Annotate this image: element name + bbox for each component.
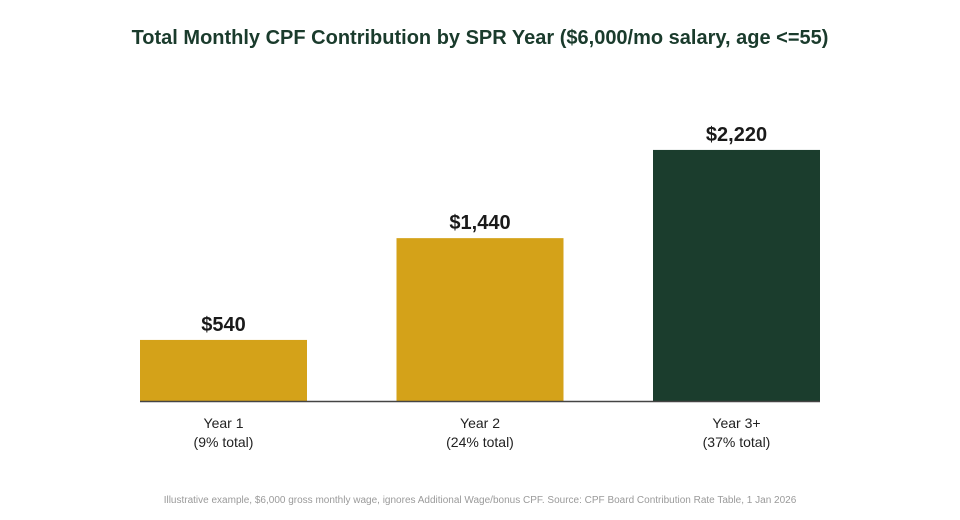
bar-3 (653, 149, 820, 401)
x-tick-sublabel-1: (9% total) (194, 434, 254, 450)
bar-2 (396, 238, 564, 401)
data-label-2: $1,440 (449, 212, 510, 234)
bar-1 (140, 339, 307, 401)
x-tick-label-3: Year 3+ (712, 415, 760, 431)
chart-footnote: Illustrative example, $6,000 gross month… (163, 495, 797, 506)
data-label-1: $540 (201, 314, 246, 336)
x-tick-label-2: Year 2 (460, 415, 500, 431)
x-tick-label-1: Year 1 (204, 415, 244, 431)
data-label-3: $2,220 (706, 124, 767, 146)
x-tick-sublabel-2: (24% total) (446, 434, 514, 450)
chart-title: Total Monthly CPF Contribution by SPR Ye… (131, 27, 829, 49)
x-tick-sublabel-3: (37% total) (703, 434, 771, 450)
